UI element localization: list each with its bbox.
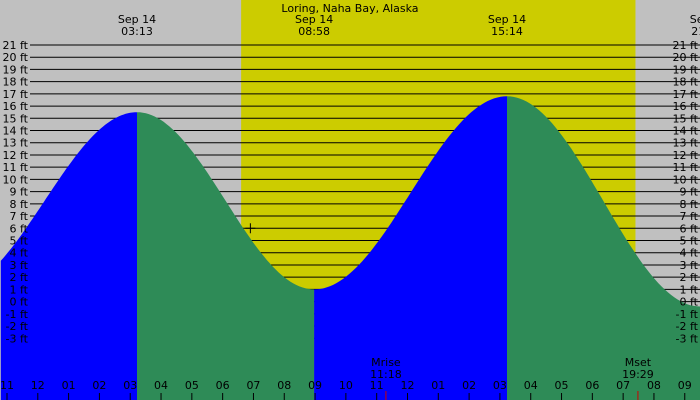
tide-event-time: 21: <box>691 25 700 38</box>
y-tick-label: 6 ft <box>10 222 29 235</box>
x-tick-label: 09 <box>678 379 692 392</box>
y-tick-label-right: 10 ft <box>673 173 699 186</box>
y-tick-label-right: 5 ft <box>680 235 699 248</box>
x-tick-label: 12 <box>31 379 45 392</box>
x-tick-label: 01 <box>62 379 76 392</box>
x-axis-hour-labels: 11 12 01 02 03 04 05 06 07 08 09 10 11 12 01 02 03 04 05 06… <box>0 379 692 400</box>
moon-event-label: Mset <box>625 356 652 369</box>
y-tick-label: 0 ft <box>10 296 29 309</box>
y-tick-label-right: 2 ft <box>680 271 699 284</box>
y-tick-label: 21 ft <box>3 39 29 52</box>
y-tick-label-right: 1 ft <box>680 283 699 296</box>
y-tick-label-right: 18 ft <box>673 76 699 89</box>
x-tick-label: 07 <box>246 379 260 392</box>
y-tick-label: 14 ft <box>3 125 29 138</box>
y-tick-label: 8 ft <box>10 198 29 211</box>
x-tick-label: 06 <box>216 379 230 392</box>
y-tick-label-right: -2 ft <box>676 320 699 333</box>
rising-tide-area <box>0 112 137 400</box>
y-tick-label: 15 ft <box>3 112 29 125</box>
tide-event-time: 08:58 <box>298 25 330 38</box>
x-tick-label: 11 <box>370 379 384 392</box>
x-tick-label: 04 <box>524 379 538 392</box>
x-tick-label: 01 <box>431 379 445 392</box>
y-tick-label-right: -3 ft <box>676 332 699 345</box>
y-tick-label: 7 ft <box>10 210 29 223</box>
y-tick-label: 10 ft <box>3 173 29 186</box>
y-tick-label: 16 ft <box>3 100 29 113</box>
x-tick-label: 07 <box>616 379 630 392</box>
tide-areas <box>0 96 700 400</box>
x-tick-label: 05 <box>555 379 569 392</box>
y-tick-label-right: 14 ft <box>673 125 699 138</box>
y-tick-label-right: 4 ft <box>680 247 699 260</box>
falling-tide-area <box>137 112 315 400</box>
y-tick-label: -2 ft <box>6 320 29 333</box>
falling-tide-area <box>507 96 700 400</box>
y-tick-label-right: 19 ft <box>673 63 699 76</box>
y-tick-label: 4 ft <box>10 247 29 260</box>
tide-event-date: Sep 14 <box>488 13 526 26</box>
y-tick-label-right: -1 ft <box>676 308 699 321</box>
y-tick-label-right: 20 ft <box>673 51 699 64</box>
y-tick-label: 13 ft <box>3 137 29 150</box>
tide-event-date: Sep <box>690 13 700 26</box>
rising-tide-area <box>314 96 507 400</box>
moon-event-time: 11:18 <box>370 368 402 381</box>
x-tick-label: 02 <box>92 379 106 392</box>
y-tick-label: 9 ft <box>10 186 29 199</box>
tide-event-time: 15:14 <box>491 25 523 38</box>
x-tick-label: 04 <box>154 379 168 392</box>
x-tick-label: 03 <box>493 379 507 392</box>
x-tick-label: 06 <box>585 379 599 392</box>
y-tick-label-right: 12 ft <box>673 149 699 162</box>
y-tick-label: -3 ft <box>6 332 29 345</box>
tide-event-time: 03:13 <box>121 25 153 38</box>
y-tick-label: 20 ft <box>3 51 29 64</box>
moon-event-time: 19:29 <box>622 368 654 381</box>
y-tick-label: 19 ft <box>3 63 29 76</box>
y-tick-label-right: 15 ft <box>673 112 699 125</box>
x-tick-label: 09 <box>308 379 322 392</box>
y-tick-label: 5 ft <box>10 235 29 248</box>
x-tick-label: 05 <box>185 379 199 392</box>
y-tick-label-right: 21 ft <box>673 39 699 52</box>
x-tick-label: 12 <box>400 379 414 392</box>
y-tick-label: 12 ft <box>3 149 29 162</box>
chart-title: Loring, Naha Bay, Alaska <box>281 2 418 15</box>
y-tick-label-right: 16 ft <box>673 100 699 113</box>
y-tick-label-right: 0 ft <box>680 296 699 309</box>
x-tick-label: 08 <box>647 379 661 392</box>
tide-event-date: Sep 14 <box>295 13 333 26</box>
x-tick-label: 03 <box>123 379 137 392</box>
y-tick-label: 3 ft <box>10 259 29 272</box>
y-tick-label-right: 9 ft <box>680 186 699 199</box>
y-tick-label: 2 ft <box>10 271 29 284</box>
x-tick-label: 10 <box>339 379 353 392</box>
now-marker <box>245 223 256 234</box>
y-tick-label: 17 ft <box>3 88 29 101</box>
y-tick-label-right: 8 ft <box>680 198 699 211</box>
tide-event-date: Sep 14 <box>118 13 156 26</box>
y-tick-label: 11 ft <box>3 161 29 174</box>
moon-event-label: Mrise <box>371 356 401 369</box>
y-tick-label-right: 13 ft <box>673 137 699 150</box>
y-tick-label-right: 17 ft <box>673 88 699 101</box>
y-tick-label: 1 ft <box>10 283 29 296</box>
y-tick-label-right: 7 ft <box>680 210 699 223</box>
y-tick-label-right: 3 ft <box>680 259 699 272</box>
x-tick-label: 08 <box>277 379 291 392</box>
y-tick-label: 18 ft <box>3 76 29 89</box>
y-tick-label: -1 ft <box>6 308 29 321</box>
y-tick-label-right: 6 ft <box>680 222 699 235</box>
y-tick-label-right: 11 ft <box>673 161 699 174</box>
x-tick-label: 11 <box>0 379 14 392</box>
x-tick-label: 02 <box>462 379 476 392</box>
